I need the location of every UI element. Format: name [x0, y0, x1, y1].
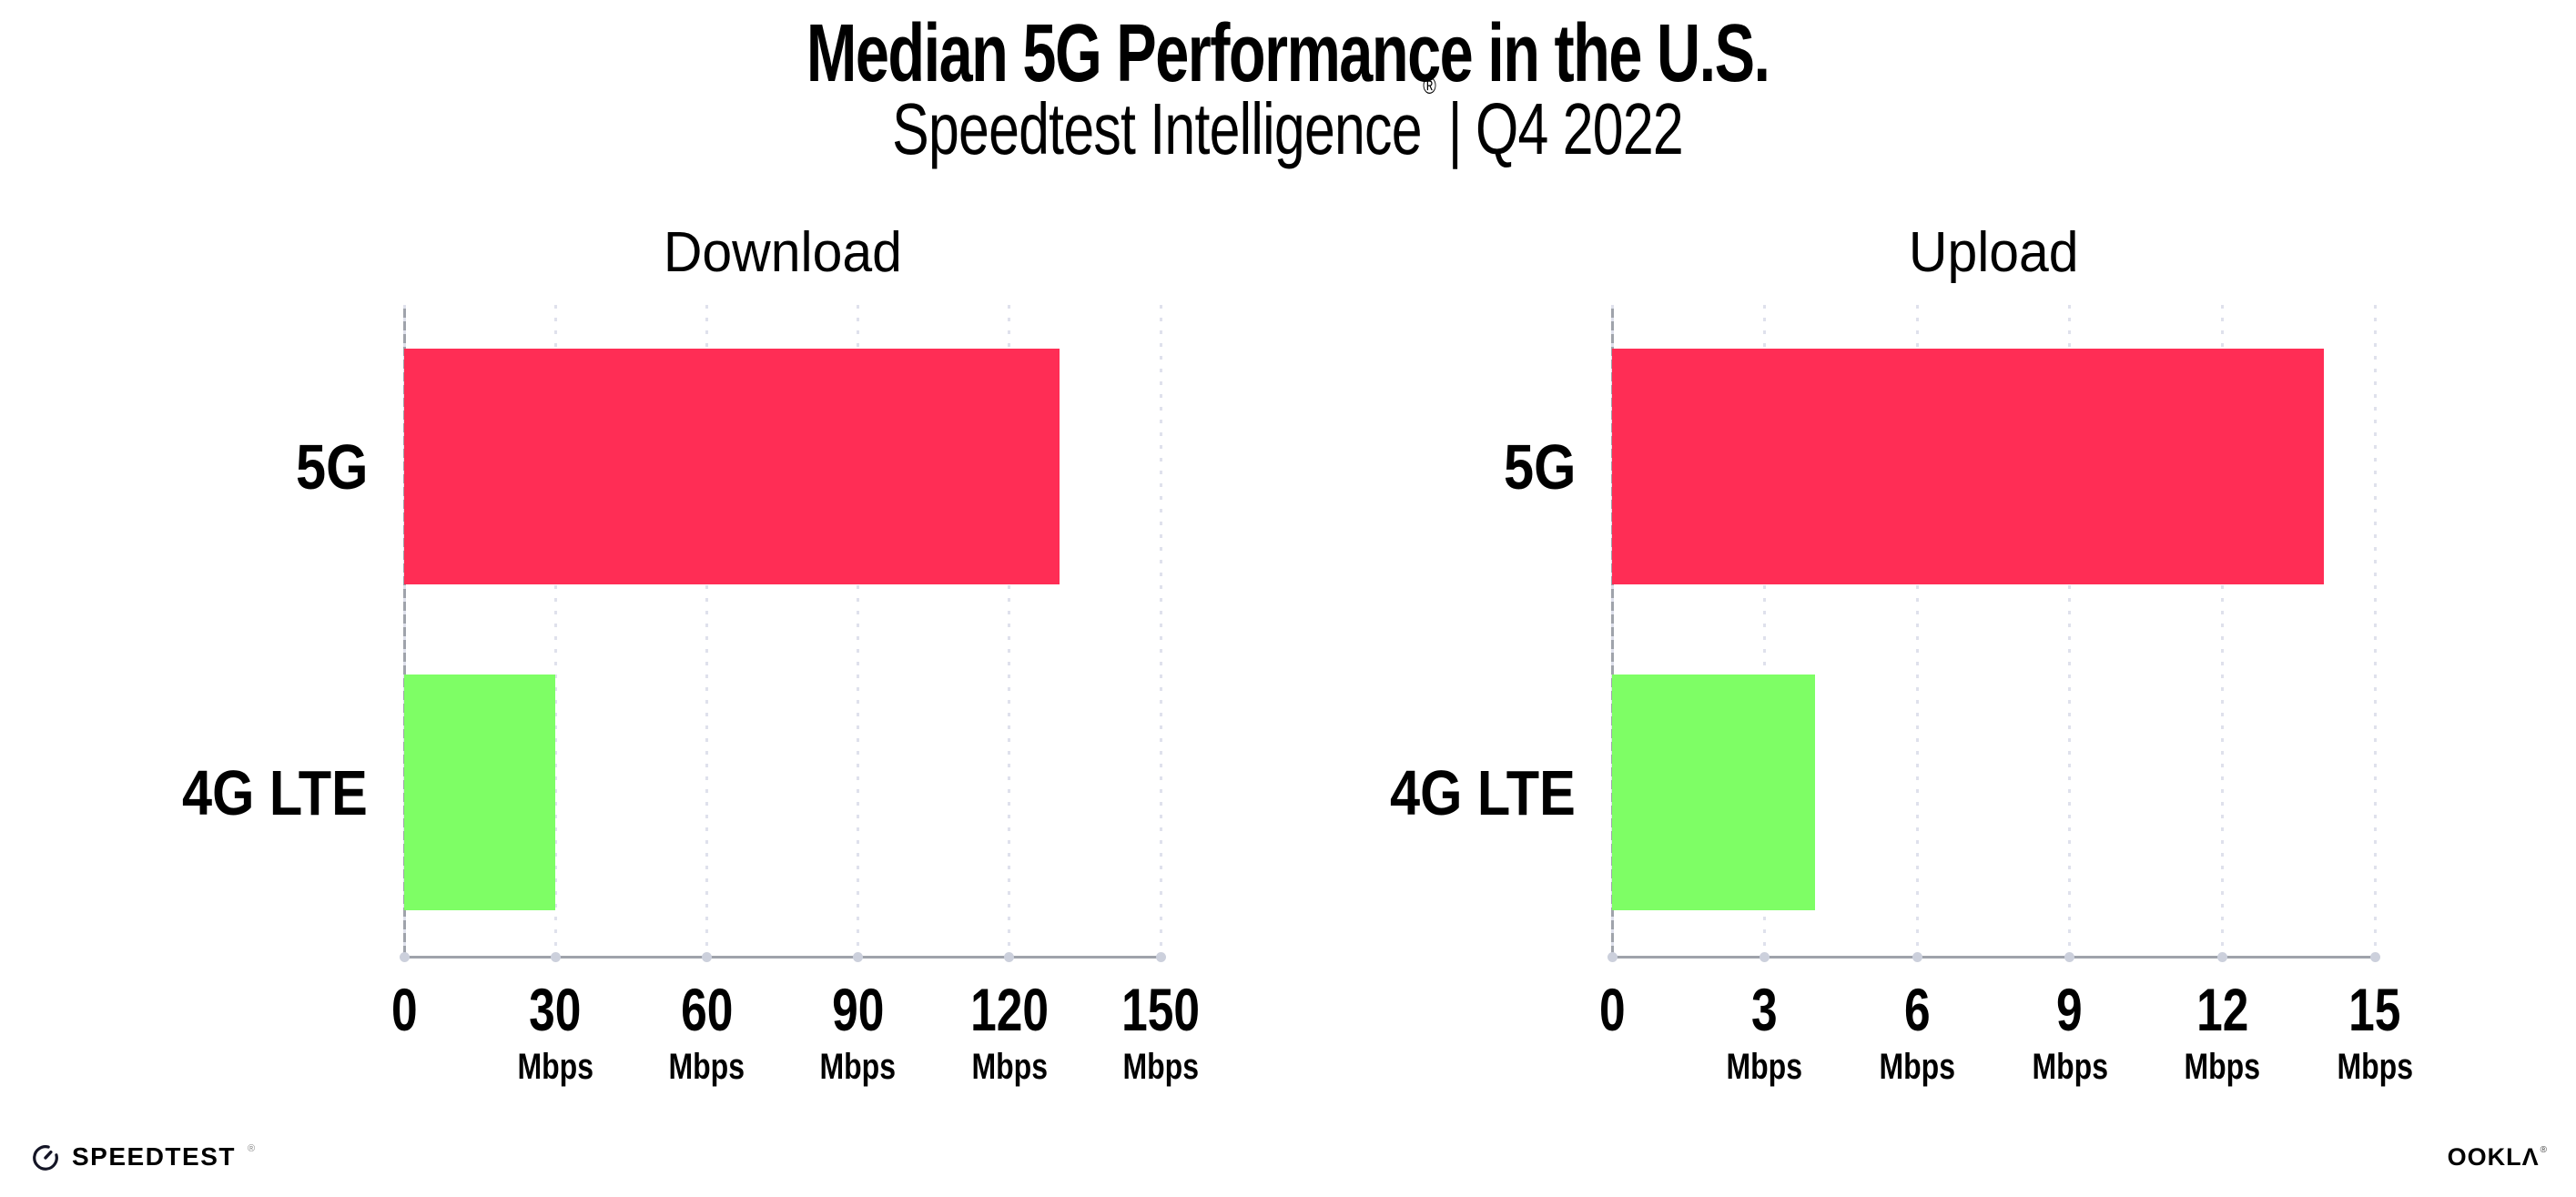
x-tick-label: 120 Mbps [918, 979, 1100, 1085]
x-tick-unit: Mbps [971, 1047, 1048, 1087]
gridline [2373, 305, 2377, 956]
x-tick-label: 90 Mbps [767, 979, 949, 1085]
x-tick-value: 15 [2348, 976, 2401, 1043]
gridline [402, 305, 406, 956]
ookla-wordmark: OOKLΛ [2447, 1142, 2540, 1171]
axis-tick-dot [853, 952, 864, 962]
x-tick-unit: Mbps [819, 1047, 897, 1087]
axis-tick-dot [1760, 952, 1770, 962]
x-tick-label: 150 Mbps [1070, 979, 1252, 1085]
upload-chart-title: Upload [1908, 221, 2079, 284]
x-axis-line [1612, 956, 2375, 959]
x-tick-unit: Mbps [1122, 1047, 1199, 1087]
x-tick-value: 12 [2196, 976, 2249, 1043]
x-tick-value: 3 [1751, 976, 1778, 1043]
download-plot-area: 0 30 Mbps 60 Mbps 90 Mbps 120 Mbps 150 Mbps 5G 4G LT… [182, 305, 1200, 1085]
speedtest-gauge-icon [33, 1145, 58, 1171]
x-tick-value: 9 [2056, 976, 2084, 1043]
axis-tick-dot [2216, 952, 2227, 962]
gridline [857, 305, 860, 956]
gridline [1915, 305, 1919, 956]
registered-mark: ® [1423, 72, 1437, 100]
axis-tick-dot [1607, 952, 1618, 962]
x-tick-value: 0 [1598, 976, 1626, 1043]
x-tick-label: 15 Mbps [2284, 979, 2466, 1085]
category-label: 5G [1503, 431, 1576, 502]
gridline [1008, 305, 1011, 956]
gridline [1610, 305, 1614, 956]
x-tick-unit: Mbps [517, 1047, 593, 1087]
gridline [1763, 305, 1767, 956]
axis-tick-dot [701, 952, 712, 962]
axis-tick-dot [2064, 952, 2075, 962]
axis-tick-dot [550, 952, 561, 962]
speedtest-logo: SPEEDTEST ® [30, 1131, 256, 1182]
x-tick-unit: Mbps [1879, 1047, 1955, 1087]
axis-tick-dot [1155, 952, 1166, 962]
x-tick-value: 6 [1903, 976, 1931, 1043]
gridline [2068, 305, 2072, 956]
x-tick-value: 0 [390, 976, 418, 1043]
x-tick-label: 0 [313, 979, 495, 1040]
bar-4g-lte [404, 675, 556, 910]
ookla-logo: OOKLΛ ® [2447, 1131, 2547, 1182]
speedtest-wordmark: SPEEDTEST [72, 1142, 236, 1171]
gridline [705, 305, 708, 956]
gridline [2220, 305, 2224, 956]
category-label: 4G LTE [1390, 756, 1576, 828]
download-chart: Download 0 30 Mbps 60 Mbps 90 Mbps 120 Mbps 150 Mb… [182, 225, 1200, 1086]
ookla-trademark: ® [2540, 1144, 2547, 1155]
page-title: Median 5G Performance in the U.S. [0, 13, 2576, 95]
x-tick-label: 60 Mbps [615, 979, 797, 1085]
x-tick-unit: Mbps [2032, 1047, 2108, 1087]
axis-tick-dot [1004, 952, 1015, 962]
bar-5g [1612, 349, 2325, 584]
subtitle-brand: Speedtest Intelligence [892, 88, 1423, 169]
upload-plot-area: 0 3 Mbps 6 Mbps 9 Mbps 12 Mbps 15 Mbps 5G 4G LTE [1390, 305, 2413, 1085]
x-tick-unit: Mbps [2184, 1047, 2261, 1087]
x-tick-label: 30 Mbps [464, 979, 646, 1085]
x-tick-label: 0 [1521, 979, 1703, 1040]
speedtest-trademark: ® [247, 1143, 256, 1154]
gridline [553, 305, 557, 956]
x-tick-label: 9 Mbps [1979, 979, 2161, 1085]
page-title-text: Median 5G Performance in the U.S. [806, 8, 1770, 99]
x-tick-value: 120 [969, 976, 1049, 1043]
x-tick-unit: Mbps [1726, 1047, 1803, 1087]
x-tick-value: 60 [680, 976, 734, 1043]
upload-chart: Upload 0 3 Mbps 6 Mbps 9 Mbps 12 Mbps 15 Mbps 5G 4G … [1390, 225, 2413, 1086]
x-tick-value: 90 [831, 976, 885, 1043]
axis-tick-dot [1912, 952, 1922, 962]
axis-tick-dot [399, 952, 410, 962]
category-label: 5G [295, 431, 368, 502]
gridline [1159, 305, 1162, 956]
x-axis-line [404, 956, 1161, 959]
axis-tick-dot [2369, 952, 2380, 962]
x-tick-label: 3 Mbps [1674, 979, 1856, 1085]
x-tick-unit: Mbps [2337, 1047, 2413, 1087]
bar-5g [404, 349, 1060, 584]
x-tick-value: 150 [1121, 976, 1200, 1043]
category-label: 4G LTE [182, 756, 368, 828]
download-chart-title: Download [663, 221, 902, 284]
subtitle-separator: | [1448, 88, 1463, 169]
x-tick-value: 30 [529, 976, 582, 1043]
x-tick-label: 12 Mbps [2131, 979, 2313, 1085]
page-subtitle: Speedtest Intelligence® | Q4 2022 [0, 74, 2576, 166]
x-tick-unit: Mbps [668, 1047, 745, 1087]
subtitle-period: Q4 2022 [1476, 88, 1684, 169]
x-tick-label: 6 Mbps [1826, 979, 2008, 1085]
bar-4g-lte [1612, 675, 1816, 910]
